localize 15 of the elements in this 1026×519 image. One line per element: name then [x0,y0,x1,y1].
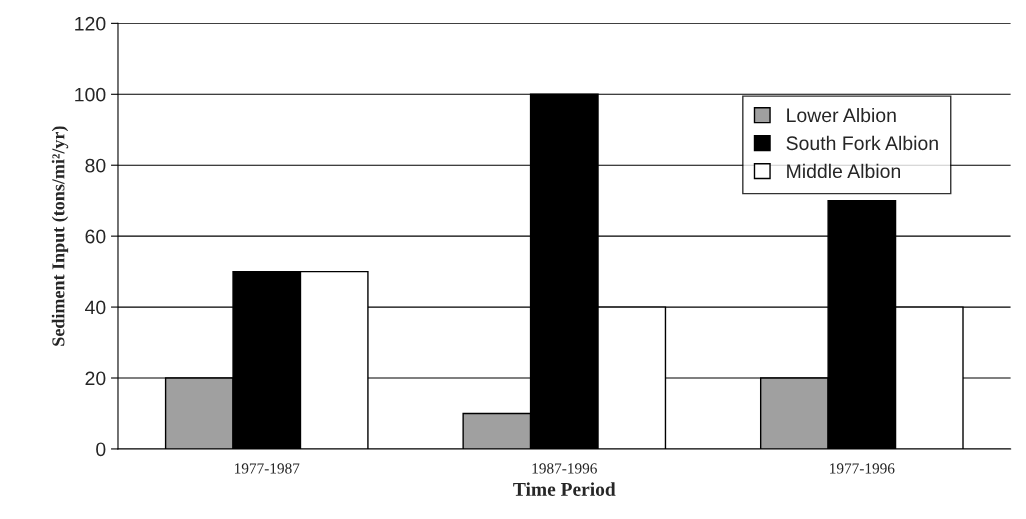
y-tick-label: 120 [75,16,106,31]
legend-label: South Fork Albion [786,135,938,151]
x-tick-label: 1987-1996 [532,463,597,474]
y-tick-label: 20 [85,371,106,386]
y-tick-label: 60 [85,229,106,244]
legend-label: Middle Albion [787,163,900,179]
y-tick-label: 0 [96,442,106,457]
y-axis-title: Sediment Input (tons/mi²/yr) [51,126,69,346]
x-tick-label: 1977-1987 [235,463,300,474]
y-tick-label: 100 [75,87,106,102]
y-tick-label: 80 [85,158,106,173]
y-tick-label: 40 [85,300,106,315]
x-axis-title: Time Period [513,482,616,496]
legend-label: Lower Albion [787,107,896,123]
x-tick-label: 1977-1996 [830,463,895,474]
